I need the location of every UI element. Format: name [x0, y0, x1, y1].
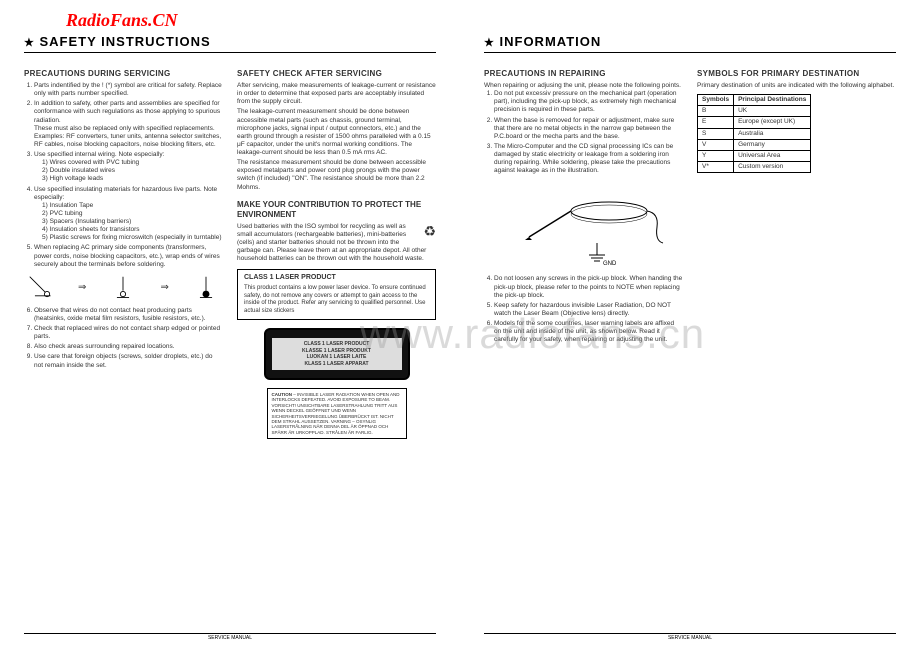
- gnd-label: GND: [603, 261, 617, 267]
- cell: S: [698, 128, 734, 139]
- caution-sticker: CAUTION – INVISIBLE LASER RADIATION WHEN…: [267, 388, 407, 439]
- para: The resistance measurement should be don…: [237, 159, 436, 192]
- right-page-title: ★ INFORMATION: [484, 34, 896, 53]
- left-col-1: PRECAUTIONS DURING SERVICING Parts inden…: [24, 65, 223, 447]
- list-item: Do not put excessiv pressure on the mech…: [494, 90, 683, 114]
- sub-item: 2) PVC tubing: [42, 210, 223, 218]
- cell: V: [698, 139, 734, 150]
- sub-item: 3) High voltage leads: [42, 175, 223, 183]
- list-item: Keep safety for hazardous invisible Lase…: [494, 302, 683, 318]
- list-item: Do not loosen any screws in the pick-up …: [494, 275, 683, 299]
- footer-right: SERVICE MANUAL: [484, 633, 896, 641]
- laser-info-box: CLASS 1 LASER PRODUCT This product conta…: [237, 269, 436, 320]
- cell: Universal Area: [734, 150, 811, 161]
- right-col-1: PRECAUTIONS IN REPAIRING When repairing …: [484, 65, 683, 346]
- list-item: Check that replaced wires do not contact…: [34, 325, 223, 341]
- soldering-iron-illustration: GND: [499, 187, 669, 267]
- list-item: The Micro-Computer and the CD signal pro…: [494, 143, 683, 176]
- recycle-icon: ♻: [423, 223, 436, 241]
- watermark-top: RadioFans.CN: [66, 10, 178, 31]
- cell: Y: [698, 150, 734, 161]
- cell: Australia: [734, 128, 811, 139]
- table-row: VGermany: [698, 139, 811, 150]
- para: The leakage-current measurement should b…: [237, 108, 436, 157]
- list-item: Also check areas surrounding repaired lo…: [34, 343, 223, 351]
- cell: UK: [734, 106, 811, 117]
- list-item: When replacing AC primary side component…: [34, 244, 223, 268]
- solder-icon-row: ⇒ ⇒: [24, 275, 223, 301]
- right-col-2: SYMBOLS FOR PRIMARY DESTINATION Primary …: [697, 65, 896, 346]
- intro-text: When repairing or adjusing the unit, ple…: [484, 82, 683, 90]
- destination-table: Symbols Principal Destinations BUK EEuro…: [697, 94, 811, 173]
- cell: B: [698, 106, 734, 117]
- right-page: ★ INFORMATION PRECAUTIONS IN REPAIRING W…: [460, 0, 920, 647]
- sub-item: 1) Insulation Tape: [42, 202, 223, 210]
- sub-item: 2) Double insulated wires: [42, 167, 223, 175]
- item-text: Examples: RF converters, tuner units, an…: [34, 133, 221, 148]
- symbols-intro: Primary destination of units are indicat…: [697, 82, 896, 90]
- list-item: Models for the some countries, laser war…: [494, 320, 683, 344]
- label-line: KLASS 1 LASER APPARAT: [275, 361, 399, 368]
- para: After servicing, make measurements of le…: [237, 82, 436, 106]
- table-row: SAustralia: [698, 128, 811, 139]
- item-text: These must also be replaced only with sp…: [34, 125, 215, 132]
- table-row: BUK: [698, 106, 811, 117]
- left-page-title: ★ SAFETY INSTRUCTIONS: [24, 34, 436, 53]
- table-row: EEurope (except UK): [698, 117, 811, 128]
- table-header: Symbols: [698, 95, 734, 106]
- table-row: V*Custom version: [698, 161, 811, 172]
- left-title-text: SAFETY INSTRUCTIONS: [40, 34, 211, 49]
- footer-left: SERVICE MANUAL: [24, 633, 436, 641]
- solder-icon-2: [110, 275, 136, 301]
- right-title-text: INFORMATION: [500, 34, 602, 49]
- list-item: When the base is removed for repair or a…: [494, 117, 683, 141]
- sub-item: 1) Wires covered with PVC tubing: [42, 159, 223, 167]
- solder-icon-3: [193, 275, 219, 301]
- list-item: Use specified internal wiring. Note espe…: [34, 151, 223, 184]
- cell: Germany: [734, 139, 811, 150]
- cell: V*: [698, 161, 734, 172]
- laser-label-sticker: CLASS 1 LASER PRODUCT KLASSE 1 LASER PRO…: [264, 328, 410, 380]
- item-text: Use specified internal wiring. Note espe…: [34, 151, 164, 158]
- list-item: Observe that wires do not contact heat p…: [34, 307, 223, 323]
- environment-heading: MAKE YOUR CONTRIBUTION TO PROTECT THE EN…: [237, 200, 436, 220]
- arrow-icon: ⇒: [78, 282, 86, 295]
- caution-body: – INVISIBLE LASER RADIATION WHEN OPEN AN…: [272, 392, 400, 435]
- caution-title: CAUTION: [272, 392, 293, 397]
- cell: Europe (except UK): [734, 117, 811, 128]
- para: Used batteries with the ISO symbol for r…: [237, 223, 436, 264]
- list-item: Parts indentified by the ! (*) symbol ar…: [34, 82, 223, 98]
- table-header: Principal Destinations: [734, 95, 811, 106]
- sub-item: 5) Plastic screws for fixing microswitch…: [42, 234, 223, 242]
- precautions-heading: PRECAUTIONS DURING SERVICING: [24, 69, 223, 79]
- item-text: Use specified insulating materials for h…: [34, 186, 217, 201]
- list-item: Use specified insulating materials for h…: [34, 186, 223, 243]
- sub-item: 3) Spacers (Insulating barriers): [42, 218, 223, 226]
- left-page: ★ SAFETY INSTRUCTIONS PRECAUTIONS DURING…: [0, 0, 460, 647]
- left-col-2: SAFETY CHECK AFTER SERVICING After servi…: [237, 65, 436, 447]
- table-row: YUniversal Area: [698, 150, 811, 161]
- solder-icon-1: [28, 275, 54, 301]
- list-item: In addition to safety, other parts and a…: [34, 100, 223, 149]
- sub-item: 4) Insulation sheets for transistors: [42, 226, 223, 234]
- safety-check-heading: SAFETY CHECK AFTER SERVICING: [237, 69, 436, 79]
- repair-precautions-heading: PRECAUTIONS IN REPAIRING: [484, 69, 683, 79]
- laser-body: This product contains a low power laser …: [244, 285, 429, 315]
- cell: Custom version: [734, 161, 811, 172]
- item-text: In addition to safety, other parts and a…: [34, 100, 220, 123]
- list-item: Use care that foreign objects (screws, s…: [34, 353, 223, 369]
- arrow-icon: ⇒: [161, 282, 169, 295]
- cell: E: [698, 117, 734, 128]
- symbols-heading: SYMBOLS FOR PRIMARY DESTINATION: [697, 69, 896, 79]
- laser-title: CLASS 1 LASER PRODUCT: [244, 274, 429, 283]
